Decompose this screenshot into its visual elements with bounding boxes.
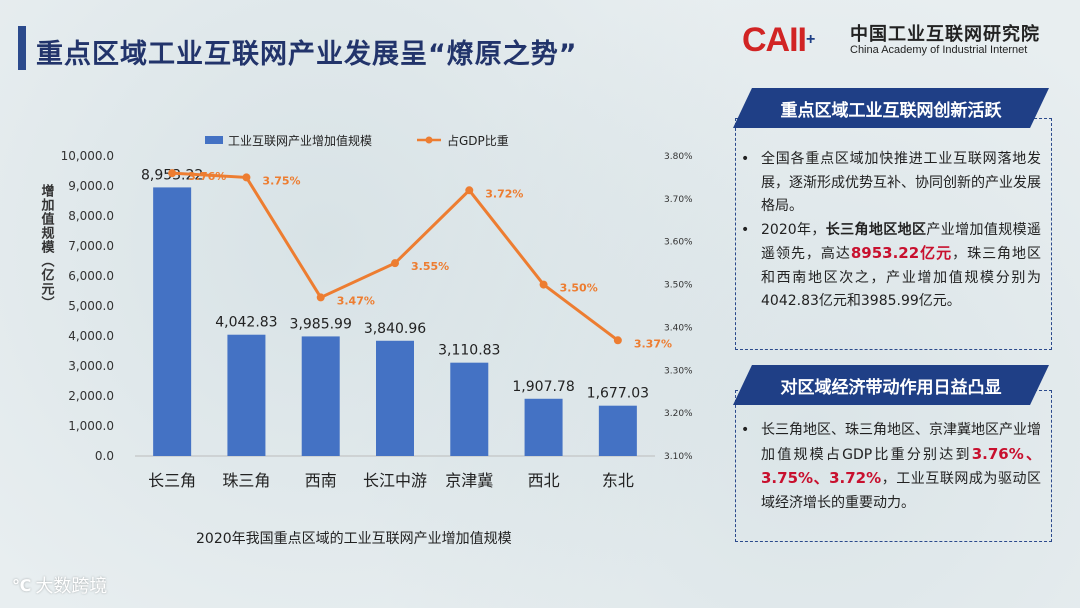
y2-tick-label: 3.10% [664, 452, 693, 462]
x-category-label: 西南 [305, 471, 337, 490]
bar [153, 187, 192, 457]
bar-value-label: 1,677.03 [587, 386, 649, 402]
bold-text: 长三角地区地区 [825, 221, 927, 238]
gdp-share-point [168, 169, 177, 178]
gdp-share-label: 3.47% [337, 294, 375, 307]
bullet-text: ，工业互联网成为驱动区域经济增长的重要动力。 [761, 471, 1042, 511]
y-tick-label: 2,000.0 [68, 389, 114, 403]
x-category-label: 东北 [602, 471, 634, 490]
logo-plus: + [806, 31, 815, 48]
x-category-label: 珠三角 [222, 471, 270, 490]
bullet-item: 长三角地区、珠三角地区、京津冀地区产业增加值规模占GDP比重分别达到3.76%、… [741, 419, 1041, 515]
bar-value-label: 3,985.99 [290, 316, 352, 332]
bullet-text: 全国各重点区域加快推进工业互联网落地发展，逐渐形成优势互补、协同创新的产业发展格… [761, 151, 1041, 214]
y-tick-label: 5,000.0 [68, 299, 114, 313]
bar [450, 362, 489, 456]
logo-chinese-name: 中国工业互联网研究院 [850, 24, 1040, 45]
bullet-text: 2020年， [761, 221, 826, 238]
bar [524, 398, 563, 456]
caii-logo: CAII+ 中国工业互联网研究院 China Academy of Indust… [742, 20, 1042, 64]
panel-economy-bullets: 长三角地区、珠三角地区、京津冀地区产业增加值规模占GDP比重分别达到3.76%、… [741, 419, 1041, 515]
highlight-text: 3.76%、3.75%、3.72% [761, 444, 1041, 488]
title-accent-bar [18, 26, 26, 70]
y-tick-label: 6,000.0 [68, 269, 114, 283]
x-category-label: 长三角 [148, 471, 196, 490]
legend-swatch-bars [205, 136, 223, 144]
y-tick-label: 9,000.0 [68, 179, 114, 193]
gdp-share-point [391, 259, 399, 268]
page-title: 重点区域工业互联网产业发展呈“燎原之势” [36, 39, 578, 70]
bar-value-label: 4,042.83 [215, 315, 277, 331]
panel-innovation-bullets: 全国各重点区域加快推进工业互联网落地发展，逐渐形成优势互补、协同创新的产业发展格… [741, 148, 1041, 314]
bar-value-label: 3,840.96 [364, 321, 426, 337]
logo-english-name: China Academy of Industrial Internet [850, 44, 1028, 56]
watermark-icon: ℃ [12, 575, 32, 595]
bar [301, 336, 340, 456]
y2-tick-label: 3.50% [664, 281, 693, 291]
bullet-text: ，珠三角地区和西南地区次之，产业增加值规模分别为4042.83亿元和3985.9… [761, 246, 1042, 309]
bar-value-label: 1,907.78 [512, 379, 574, 395]
gdp-share-label: 3.55% [411, 260, 449, 273]
gdp-share-label: 3.76% [188, 170, 226, 183]
y2-tick-label: 3.40% [664, 323, 693, 333]
regional-chart: 0.0 1,000.0 2,000.0 3,000.0 4,000.0 5,000.0 6,… [39, 133, 694, 490]
y-tick-label: 4,000.0 [68, 329, 114, 343]
y2-tick-label: 3.30% [664, 366, 693, 376]
bullet-text: 长三角地区、珠三角地区、京津冀地区产业增加值规模占GDP比重分别达到 [761, 422, 1041, 463]
gdp-share-point [242, 173, 251, 182]
x-category-label: 长江中游 [363, 471, 427, 490]
bar [598, 405, 637, 456]
y-tick-label: 7,000.0 [68, 239, 114, 253]
bullet-item: 2020年，长三角地区地区产业增加值规模遥遥领先，高达8953.22亿元，珠三角… [741, 219, 1041, 314]
y2-tick-label: 3.80% [664, 152, 693, 162]
gdp-share-label: 3.75% [262, 174, 300, 187]
logo-mark: CAII+ [742, 21, 815, 59]
y2-tick-label: 3.20% [664, 409, 693, 419]
legend-marker-line [425, 136, 433, 144]
bar-value-label: 3,110.83 [438, 343, 500, 359]
bar [227, 334, 266, 456]
gdp-share-label: 3.72% [485, 187, 523, 200]
gdp-share-point [465, 186, 474, 195]
legend-label-bars: 工业互联网产业增加值规模 [228, 133, 372, 148]
panel-innovation-title: 重点区域工业互联网创新活跃 [733, 88, 1049, 128]
y-axis-label: 增加值规模（亿元） [39, 183, 56, 310]
logo-mark-text: CAII [742, 21, 807, 59]
gdp-share-label: 3.50% [560, 282, 598, 295]
bar [376, 340, 414, 456]
y-tick-label: 0.0 [95, 449, 114, 463]
y2-tick-label: 3.60% [664, 238, 693, 248]
bullet-text: 产业增加值规模遥遥领先，高达 [761, 221, 1042, 263]
y-tick-label: 1,000.0 [68, 419, 114, 433]
bullet-item: 全国各重点区域加快推进工业互联网落地发展，逐渐形成优势互补、协同创新的产业发展格… [741, 148, 1041, 219]
chart-caption: 2020年我国重点区域的工业互联网产业增加值规模 [196, 531, 512, 547]
x-category-label: 西北 [528, 471, 560, 490]
watermark-text: 大数跨境 [35, 576, 108, 597]
x-category-label: 京津冀 [445, 471, 493, 490]
gdp-share-label: 3.37% [634, 337, 672, 350]
legend-label-line: 占GDP比重 [447, 133, 509, 148]
gdp-share-point [613, 336, 622, 345]
y-tick-label: 8,000.0 [68, 209, 114, 223]
y-tick-label: 3,000.0 [68, 359, 114, 373]
highlight-text: 8953.22亿元 [850, 244, 953, 262]
watermark: ℃ 大数跨境 [12, 572, 107, 598]
y2-tick-label: 3.70% [664, 195, 693, 205]
panel-economy-title: 对区域经济带动作用日益凸显 [733, 365, 1049, 405]
y-tick-label: 10,000.0 [61, 149, 114, 163]
gdp-share-point [539, 280, 548, 289]
gdp-share-point [316, 293, 325, 302]
